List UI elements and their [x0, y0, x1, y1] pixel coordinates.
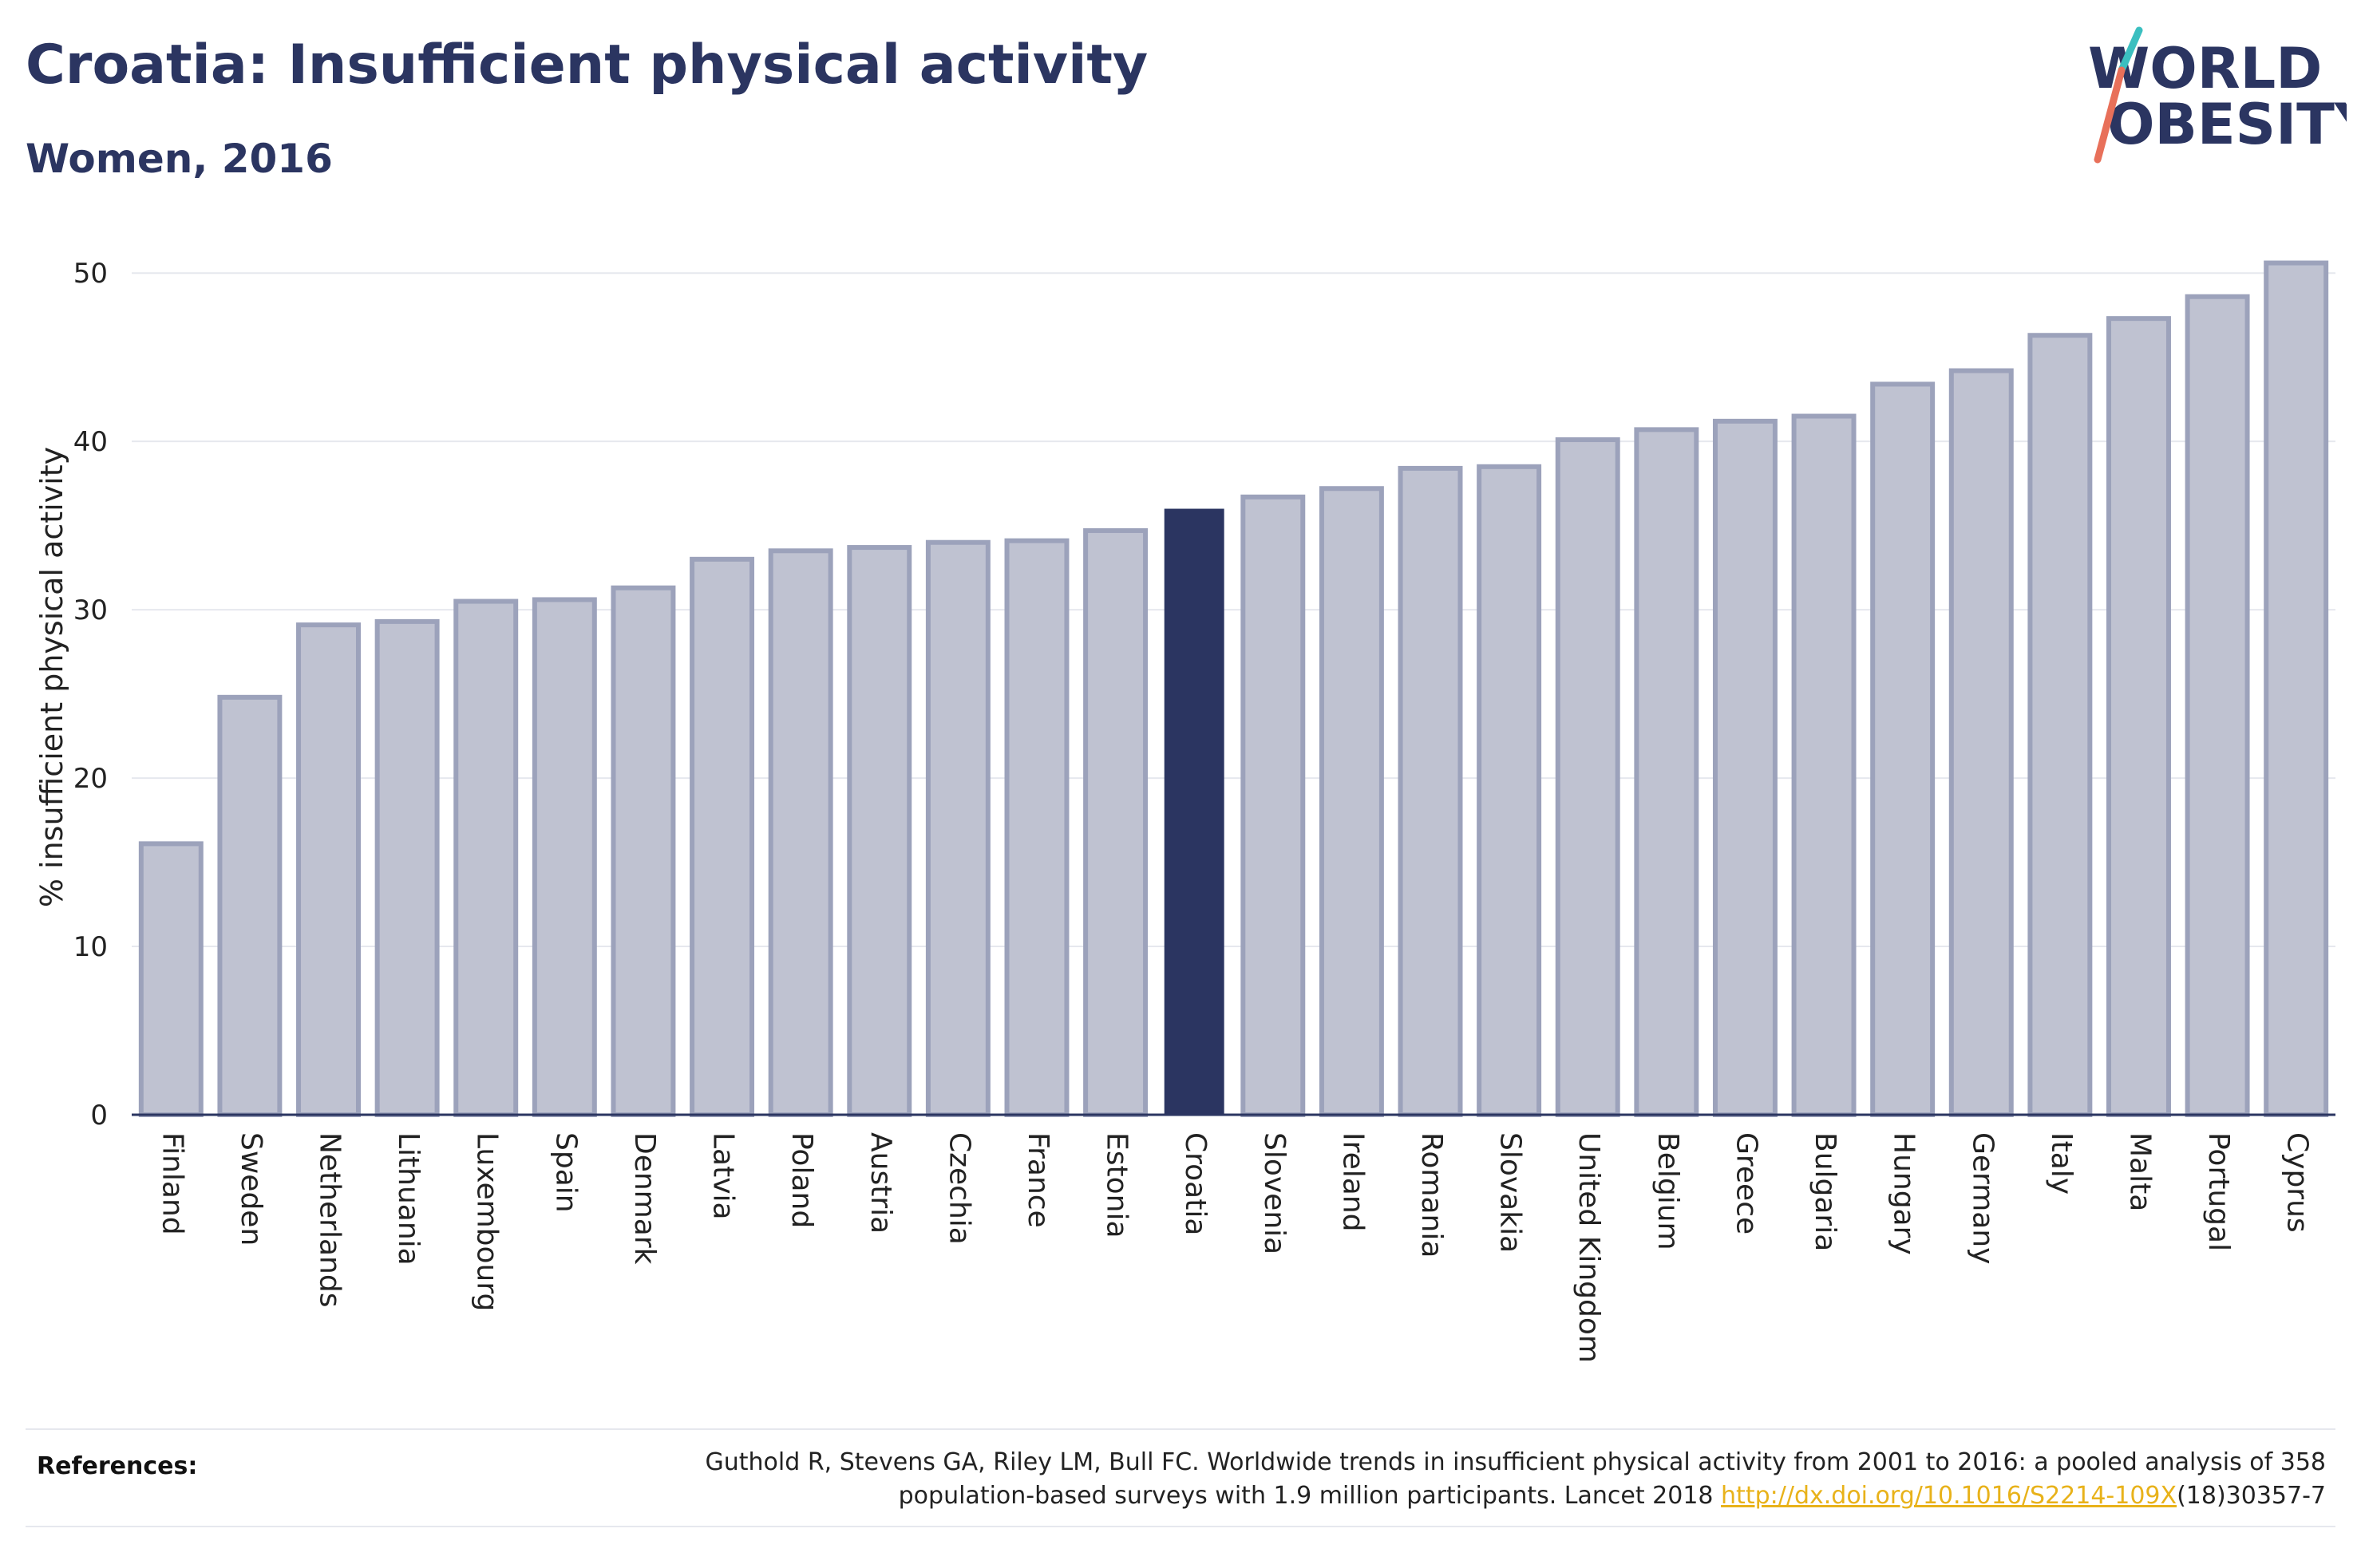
logo-slash-teal: [2118, 26, 2143, 74]
bar-spain: [532, 597, 597, 1117]
x-tick-label: Sweden: [235, 1132, 267, 1246]
bar-bulgaria: [1791, 413, 1857, 1117]
x-tick-label: Ireland: [1336, 1132, 1369, 1232]
logo-line2: OBESITY: [2107, 92, 2347, 157]
x-tick-label: Latvia: [707, 1132, 740, 1220]
world-obesity-logo: WORLD OBESITY: [2088, 26, 2347, 164]
bar-malta: [2106, 316, 2171, 1117]
bar-hungary: [1870, 381, 1936, 1117]
bar-chart: 0 10 20 30 40 50 % insufficient physical activ…: [34, 258, 2335, 1363]
x-tick-label: Bulgaria: [1809, 1132, 1841, 1251]
doi-link[interactable]: http://dx.doi.org/10.1016/S2214-109X: [1721, 1482, 2177, 1510]
x-tick-label: Cyprus: [2281, 1132, 2314, 1233]
y-axis-label: % insufficient physical activity: [34, 447, 69, 907]
x-tick-label: Finland: [156, 1132, 188, 1235]
x-tick-label: Austria: [864, 1132, 897, 1234]
x-tick-label: Croatia: [1179, 1132, 1212, 1235]
bar-poland: [768, 548, 833, 1117]
x-tick-label: Denmark: [628, 1132, 661, 1265]
x-tick-label: Estonia: [1101, 1132, 1133, 1238]
x-tick-label: Lithuania: [392, 1132, 425, 1266]
y-tick-label: 20: [73, 763, 108, 795]
references-bottom-divider: [26, 1526, 2335, 1527]
references-top-divider: [26, 1428, 2335, 1430]
x-tick-label: Czechia: [943, 1132, 975, 1245]
x-tick-label: Italy: [2045, 1132, 2078, 1195]
chart-subtitle: Women, 2016: [26, 136, 333, 182]
y-tick-label: 10: [73, 931, 108, 963]
bar-croatia: [1164, 508, 1224, 1115]
bar-latvia: [690, 556, 755, 1118]
y-tick-label: 0: [90, 1100, 108, 1132]
reference-line-2: population-based surveys with 1.9 millio…: [410, 1479, 2326, 1513]
y-tick-label: 30: [73, 594, 108, 626]
y-tick-label: 50: [73, 258, 108, 290]
logo-line1: WORLD: [2088, 36, 2322, 101]
bar-italy: [2027, 333, 2093, 1118]
bar-united-kingdom: [1555, 437, 1620, 1117]
x-tick-label: Hungary: [1888, 1132, 1920, 1255]
bar-finland: [138, 841, 204, 1117]
bar-slovakia: [1477, 464, 1542, 1117]
x-tick-label: Romania: [1415, 1132, 1448, 1258]
bar-belgium: [1634, 427, 1699, 1117]
bar-denmark: [611, 585, 676, 1118]
x-tick-label: Malta: [2123, 1132, 2156, 1211]
bar-ireland: [1319, 486, 1384, 1117]
x-tick-label: Slovenia: [1258, 1132, 1291, 1254]
bar-cyprus: [2264, 260, 2329, 1117]
bar-lithuania: [374, 618, 440, 1117]
x-tick-label: Netherlands: [314, 1132, 346, 1307]
reference-line-1: Guthold R, Stevens GA, Riley LM, Bull FC…: [705, 1448, 2326, 1476]
bar-france: [1004, 538, 1070, 1117]
chart-title: Croatia: Insufficient physical activity: [26, 34, 1149, 97]
x-tick-label: France: [1022, 1132, 1054, 1228]
x-tick-label: Poland: [785, 1132, 818, 1228]
x-tick-label: Germany: [1966, 1132, 1999, 1264]
bar-sweden: [217, 694, 283, 1117]
bar-netherlands: [296, 622, 361, 1117]
bar-germany: [1948, 368, 2014, 1118]
bar-estonia: [1083, 527, 1149, 1118]
x-tick-label: Portugal: [2202, 1132, 2235, 1251]
x-tick-label: Spain: [549, 1132, 582, 1213]
bar-greece: [1712, 418, 1778, 1118]
reference-doi-suffix: (18)30357-7: [2177, 1482, 2326, 1510]
bar-romania: [1398, 465, 1463, 1117]
bar-slovenia: [1240, 494, 1306, 1117]
bar-portugal: [2185, 294, 2250, 1117]
x-tick-label: United Kingdom: [1572, 1132, 1605, 1363]
references-text: Guthold R, Stevens GA, Riley LM, Bull FC…: [410, 1446, 2326, 1513]
bar-luxembourg: [453, 598, 519, 1117]
x-tick-label: Greece: [1730, 1132, 1762, 1234]
bar-czechia: [925, 539, 991, 1117]
references-label: References:: [37, 1452, 198, 1480]
x-tick-label: Slovakia: [1494, 1132, 1527, 1253]
logo-slash-coral: [2094, 66, 2126, 164]
y-tick-label: 40: [73, 426, 108, 458]
x-tick-label: Belgium: [1651, 1132, 1684, 1250]
reference-citation: population-based surveys with 1.9 millio…: [898, 1482, 1722, 1510]
x-tick-label: Luxembourg: [471, 1132, 504, 1311]
bar-austria: [847, 545, 912, 1117]
